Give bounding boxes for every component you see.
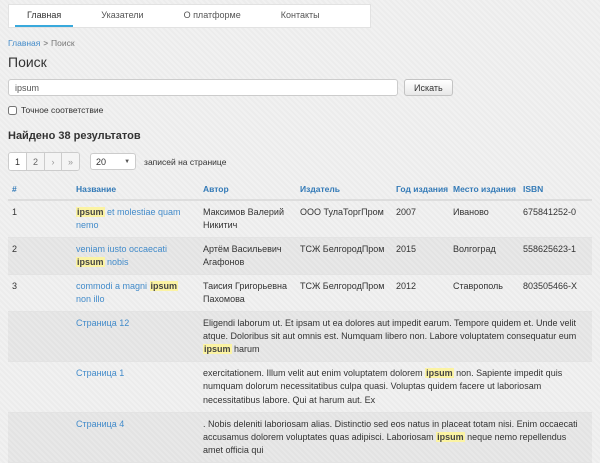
next-page-button[interactable]: › xyxy=(44,153,62,170)
header-year[interactable]: Год издания xyxy=(392,179,449,201)
page-size-value: 20 xyxy=(96,156,107,167)
exact-match-label: Точное соответствие xyxy=(21,105,104,115)
result-year: 2015 xyxy=(392,237,449,275)
page-link[interactable]: Страница 1 xyxy=(76,368,125,379)
search-input[interactable] xyxy=(8,79,398,96)
result-publisher: ТСЖ БелгородПром xyxy=(296,237,392,275)
result-snippet: Eligendi laborum ut. Et ipsam ut ea dolo… xyxy=(199,311,592,362)
navbar: Главная Указатели О платформе Контакты xyxy=(8,4,371,28)
page-button-2[interactable]: 2 xyxy=(26,153,45,170)
search-button[interactable]: Искать xyxy=(404,79,453,96)
table-row: 3 commodi a magni ipsum non illo Таисия Гр… xyxy=(8,274,592,312)
search-highlight: ipsum xyxy=(425,368,454,379)
result-author: Таисия Григорьевна Пахомова xyxy=(199,274,296,312)
exact-match-row: Точное соответствие xyxy=(8,105,592,115)
page-link[interactable]: Страница 4 xyxy=(76,418,125,429)
header-title[interactable]: Название xyxy=(72,179,199,201)
result-number xyxy=(8,361,72,413)
page-title: Поиск xyxy=(8,54,47,70)
result-number: 3 xyxy=(8,274,72,312)
result-snippet: . Nobis deleniti laboriosam alias. Disti… xyxy=(199,411,592,463)
chevron-down-icon: ▼ xyxy=(124,158,131,165)
result-title-cell: ipsum et molestiae quam nemo xyxy=(72,199,199,238)
header-number[interactable]: # xyxy=(8,179,72,201)
result-year: 2007 xyxy=(392,199,449,238)
result-title-cell: Страница 4 xyxy=(72,411,199,463)
result-number: 2 xyxy=(8,237,72,275)
search-highlight: ipsum xyxy=(76,257,105,268)
search-form: Искать xyxy=(8,79,592,96)
nav-tab-indexes[interactable]: Указатели xyxy=(101,10,144,20)
result-title-cell: Страница 1 xyxy=(72,361,199,413)
header-isbn[interactable]: ISBN xyxy=(519,179,592,201)
table-row: Страница 4 . Nobis deleniti laboriosam al… xyxy=(8,411,592,463)
results-summary: Найдено 38 результатов xyxy=(8,130,141,142)
exact-match-checkbox[interactable] xyxy=(8,105,17,115)
header-author[interactable]: Автор xyxy=(199,179,296,201)
table-row: Страница 12 Eligendi laborum ut. Et ipsam… xyxy=(8,311,592,362)
result-isbn: 803505466-X xyxy=(519,274,592,312)
result-publisher: ТСЖ БелгородПром xyxy=(296,274,392,312)
result-number xyxy=(8,311,72,362)
search-highlight: ipsum xyxy=(436,431,465,442)
breadcrumb-current: Поиск xyxy=(51,38,75,48)
nav-tab-home[interactable]: Главная xyxy=(15,5,74,27)
search-highlight: ipsum xyxy=(149,281,179,292)
result-isbn: 675841252-0 xyxy=(519,199,592,238)
main-content: Главная>Поиск Поиск Искать Точное соотве… xyxy=(0,38,600,463)
pagination: 1 2 › » xyxy=(8,152,81,171)
pagination-row: 1 2 › » 20 ▼ записей на странице xyxy=(8,152,592,171)
page-size-label: записей на странице xyxy=(144,156,227,167)
result-place: Волгоград xyxy=(449,237,519,275)
results-table: # Название Автор Издатель Год издания Ме… xyxy=(8,179,592,463)
page-link[interactable]: Страница 12 xyxy=(76,318,130,329)
header-place[interactable]: Место издания xyxy=(449,179,519,201)
result-title-cell: commodi a magni ipsum non illo xyxy=(72,274,199,312)
result-publisher: ООО ТулаТоргПром xyxy=(296,199,392,238)
result-number: 1 xyxy=(8,199,72,238)
result-year: 2012 xyxy=(392,274,449,312)
nav-tab-about[interactable]: О платформе xyxy=(183,10,241,20)
result-title-cell: veniam iusto occaecati ipsum nobis xyxy=(72,237,199,275)
result-title-link[interactable]: veniam iusto occaecati ipsum nobis xyxy=(76,244,168,268)
table-header-row: # Название Автор Издатель Год издания Ме… xyxy=(8,179,592,201)
search-highlight: ipsum xyxy=(203,344,232,355)
search-highlight: ipsum xyxy=(76,207,105,217)
page-size-select[interactable]: 20 ▼ xyxy=(90,153,137,170)
result-title-cell: Страница 12 xyxy=(72,311,199,362)
breadcrumb-separator: > xyxy=(43,39,49,48)
result-place: Иваново xyxy=(449,199,519,238)
result-number xyxy=(8,411,72,463)
table-row: 1 ipsum et molestiae quam nemo Максимов Ва… xyxy=(8,199,592,238)
breadcrumb: Главная > Поиск xyxy=(8,38,592,48)
results-table-body: 1 ipsum et molestiae quam nemo Максимов Ва… xyxy=(8,199,592,463)
result-isbn: 558625623-1 xyxy=(519,237,592,275)
result-place: Ставрополь xyxy=(449,274,519,312)
last-page-button[interactable]: » xyxy=(61,153,80,170)
result-snippet: exercitationem. Illum velit aut enim vol… xyxy=(199,361,592,413)
table-row: 2 veniam iusto occaecati ipsum nobis Артём… xyxy=(8,237,592,275)
nav-tab-contacts[interactable]: Контакты xyxy=(280,10,320,20)
table-row: Страница 1 exercitationem. Illum velit au… xyxy=(8,361,592,413)
breadcrumb-home-link[interactable]: Главная xyxy=(8,38,41,48)
header-publisher[interactable]: Издатель xyxy=(296,179,392,201)
result-title-link[interactable]: commodi a magni ipsum non illo xyxy=(76,281,179,305)
page-button-1[interactable]: 1 xyxy=(9,153,27,170)
result-author: Артём Васильевич Агафонов xyxy=(199,237,296,275)
result-author: Максимов Валерий Никитич xyxy=(199,199,296,238)
result-title-link[interactable]: ipsum et molestiae quam nemo xyxy=(76,207,181,231)
